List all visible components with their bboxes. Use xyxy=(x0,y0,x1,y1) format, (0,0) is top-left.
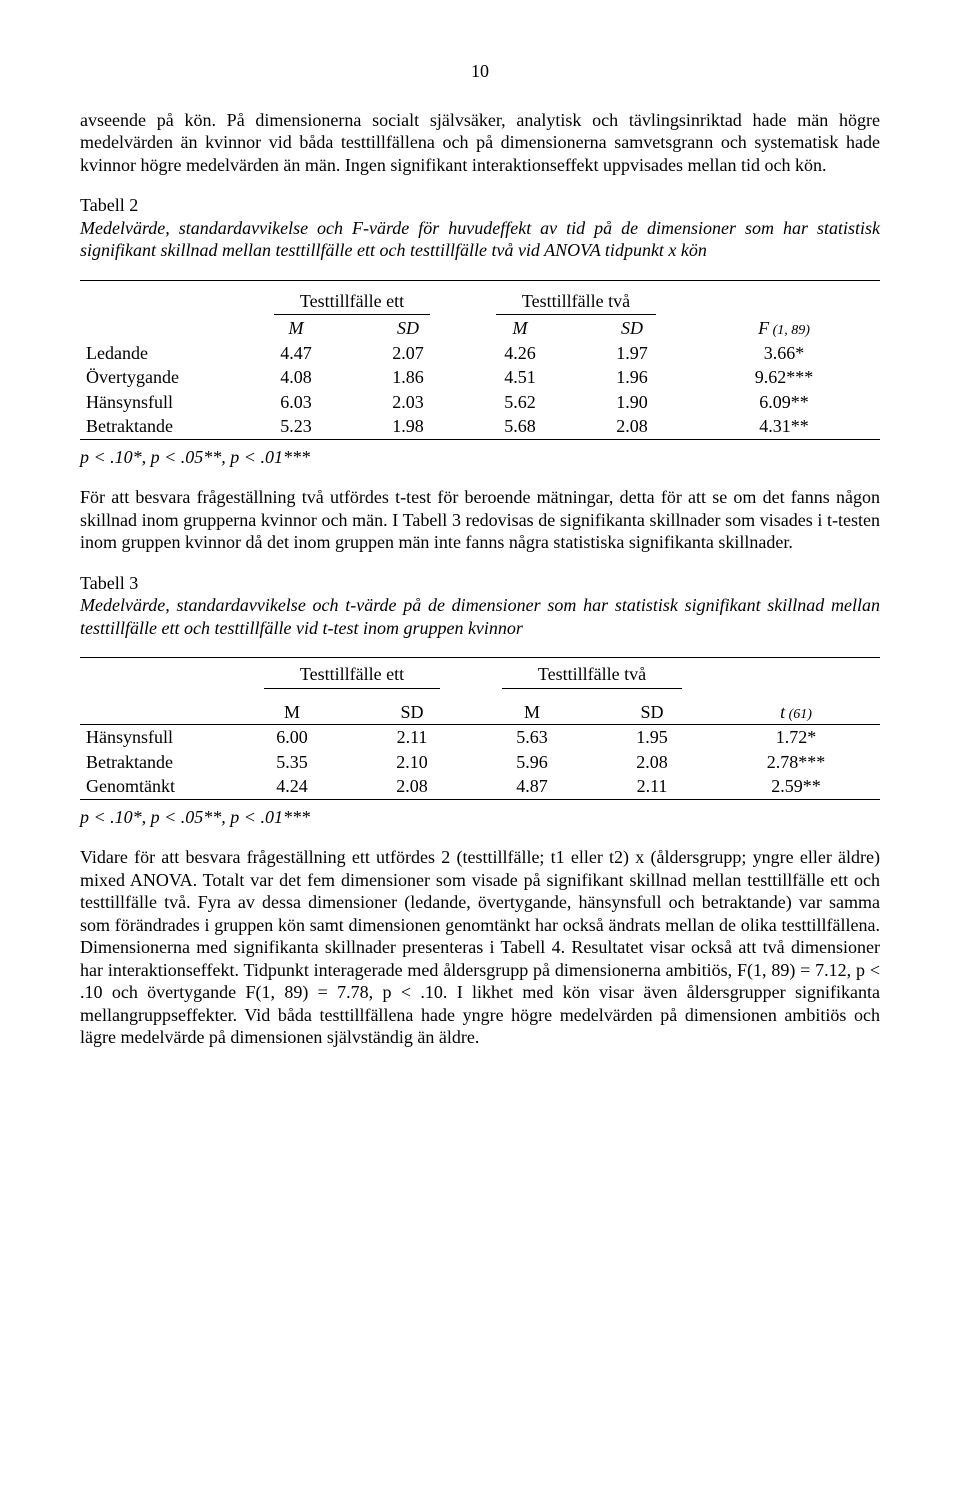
t3-h-sd1: SD xyxy=(352,700,472,725)
t2-r0-sd2: 1.97 xyxy=(576,341,688,366)
t2-h-sd2: SD xyxy=(576,316,688,341)
t2-r3-sd2: 2.08 xyxy=(576,414,688,439)
t2-r1-m2: 4.51 xyxy=(464,365,576,390)
t3-r0-m2: 5.63 xyxy=(472,725,592,750)
t2-r3-sd1: 1.98 xyxy=(352,414,464,439)
t2-r3-label: Betraktande xyxy=(80,414,240,439)
t3-r1-label: Betraktande xyxy=(80,750,232,775)
t3-r1-m2: 5.96 xyxy=(472,750,592,775)
t2-r2-sd2: 1.90 xyxy=(576,390,688,415)
t3-group1: Testtillfälle ett xyxy=(264,663,440,689)
table-2-group-header: Testtillfälle ett Testtillfälle två xyxy=(80,289,880,317)
t3-r2-m2: 4.87 xyxy=(472,774,592,799)
t2-r2-label: Hänsynsfull xyxy=(80,390,240,415)
table-row: Hänsynsfull 6.03 2.03 5.62 1.90 6.09** xyxy=(80,390,880,415)
t3-r1-t: 2.78*** xyxy=(712,750,880,775)
t2-r3-m2: 5.68 xyxy=(464,414,576,439)
t3-r1-m1: 5.35 xyxy=(232,750,352,775)
t2-r3-m1: 5.23 xyxy=(240,414,352,439)
table-row: Betraktande 5.35 2.10 5.96 2.08 2.78*** xyxy=(80,750,880,775)
t3-r0-sd2: 1.95 xyxy=(592,725,712,750)
t2-r0-f: 3.66* xyxy=(688,341,880,366)
t2-r0-sd1: 2.07 xyxy=(352,341,464,366)
t3-r0-t: 1.72* xyxy=(712,725,880,750)
table-3-group-header: Testtillfälle ett Testtillfälle två xyxy=(80,662,880,690)
t2-h-m1: M xyxy=(240,316,352,341)
table-3: Testtillfälle ett Testtillfälle två M SD… xyxy=(80,657,880,800)
t2-r1-sd2: 1.96 xyxy=(576,365,688,390)
t3-h-t-df: (61) xyxy=(785,707,812,722)
t3-r1-sd1: 2.10 xyxy=(352,750,472,775)
t2-r2-m2: 5.62 xyxy=(464,390,576,415)
table-row: Betraktande 5.23 1.98 5.68 2.08 4.31** xyxy=(80,414,880,439)
table-3-description: Medelvärde, standardavvikelse och t-värd… xyxy=(80,594,880,639)
t2-h-f: F xyxy=(758,318,769,338)
t3-r2-m1: 4.24 xyxy=(232,774,352,799)
table-row: Ledande 4.47 2.07 4.26 1.97 3.66* xyxy=(80,341,880,366)
table-2-label: Tabell 2 xyxy=(80,194,880,217)
t2-h-sd1: SD xyxy=(352,316,464,341)
table-2-sig-note: p < .10*, p < .05**, p < .01*** xyxy=(80,446,880,469)
t3-r2-t: 2.59** xyxy=(712,774,880,799)
t2-r1-m1: 4.08 xyxy=(240,365,352,390)
t2-h-m2: M xyxy=(464,316,576,341)
table-row: Övertygande 4.08 1.86 4.51 1.96 9.62*** xyxy=(80,365,880,390)
t3-r2-sd1: 2.08 xyxy=(352,774,472,799)
t3-r0-label: Hänsynsfull xyxy=(80,725,232,750)
table-3-sig-note: p < .10*, p < .05**, p < .01*** xyxy=(80,806,880,829)
t2-r1-sd1: 1.86 xyxy=(352,365,464,390)
table-2: Testtillfälle ett Testtillfälle två M SD… xyxy=(80,280,880,440)
t3-r0-m1: 6.00 xyxy=(232,725,352,750)
t2-r0-m1: 4.47 xyxy=(240,341,352,366)
table-3-label: Tabell 3 xyxy=(80,572,880,595)
t2-r2-m1: 6.03 xyxy=(240,390,352,415)
table-row: Hänsynsfull 6.00 2.11 5.63 1.95 1.72* xyxy=(80,725,880,750)
table-2-description: Medelvärde, standardavvikelse och F-värd… xyxy=(80,217,880,262)
t2-group1: Testtillfälle ett xyxy=(274,290,430,316)
t2-r1-label: Övertygande xyxy=(80,365,240,390)
paragraph-3: Vidare för att besvara frågeställning et… xyxy=(80,846,880,1049)
t3-r2-label: Genomtänkt xyxy=(80,774,232,799)
t3-r0-sd1: 2.11 xyxy=(352,725,472,750)
t2-h-f-df: (1, 89) xyxy=(769,323,810,338)
t3-group2: Testtillfälle två xyxy=(502,663,682,689)
t2-r0-label: Ledande xyxy=(80,341,240,366)
table-row: Genomtänkt 4.24 2.08 4.87 2.11 2.59** xyxy=(80,774,880,799)
t2-group2: Testtillfälle två xyxy=(496,290,656,316)
t2-r2-sd1: 2.03 xyxy=(352,390,464,415)
t3-h-m1: M xyxy=(232,700,352,725)
t3-r1-sd2: 2.08 xyxy=(592,750,712,775)
t2-r2-f: 6.09** xyxy=(688,390,880,415)
table-2-col-header: M SD M SD F (1, 89) xyxy=(80,316,880,341)
t3-h-m2: M xyxy=(472,700,592,725)
page-number: 10 xyxy=(80,60,880,83)
t3-r2-sd2: 2.11 xyxy=(592,774,712,799)
t2-r3-f: 4.31** xyxy=(688,414,880,439)
table-3-col-header: M SD M SD t (61) xyxy=(80,700,880,725)
paragraph-2: För att besvara frågeställning två utför… xyxy=(80,486,880,554)
t2-r0-m2: 4.26 xyxy=(464,341,576,366)
t3-h-sd2: SD xyxy=(592,700,712,725)
t2-r1-f: 9.62*** xyxy=(688,365,880,390)
paragraph-1: avseende på kön. På dimensionerna social… xyxy=(80,109,880,177)
